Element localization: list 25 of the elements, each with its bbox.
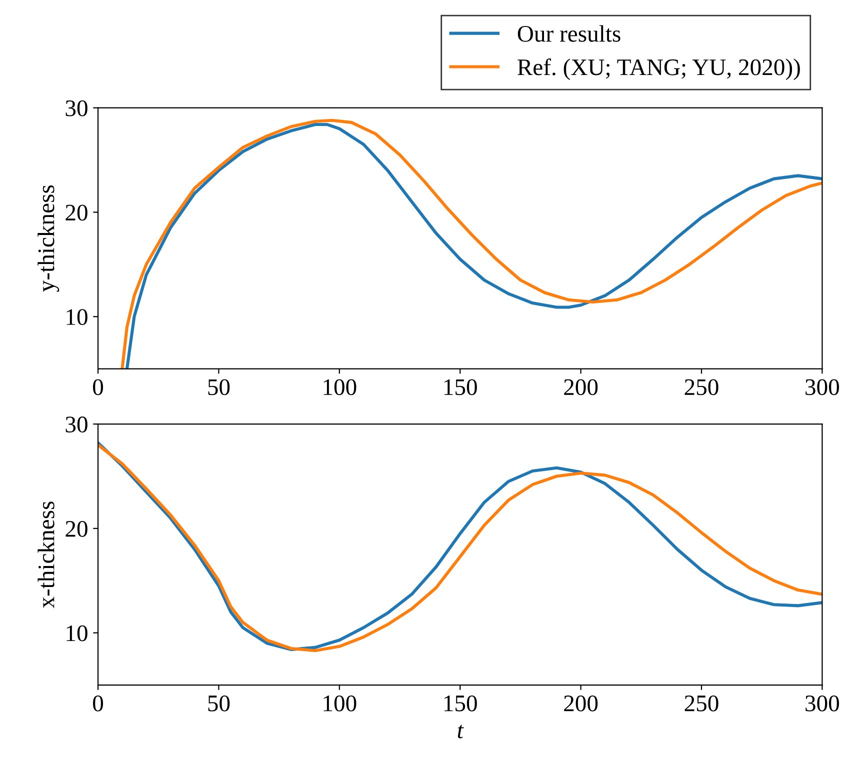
y-tick-label: 10 [66,309,88,326]
x-axis-title: t [458,724,464,738]
x-tick-label: 0 [93,379,104,396]
x-tick-label: 100 [324,695,356,712]
x-tick-label: 200 [564,379,598,396]
y-tick-label: 20 [66,520,88,537]
x-tick-label: 250 [684,695,718,712]
legend-label: Ref. (XU; TANG; YU, 2020)) [518,58,800,80]
x-tick-label: 150 [444,379,477,396]
y-tick-label: 30 [66,416,88,432]
y-axis-title: x-thickness [38,502,54,608]
x-tick-label: 150 [444,695,477,712]
y-tick-label: 20 [66,204,88,221]
x-tick-label: 50 [208,379,230,396]
y-tick-label: 10 [66,625,88,642]
legend-label: Our results [518,25,620,42]
x-tick-label: 0 [93,695,104,712]
y-axis-title: y-thickness [38,185,60,292]
x-tick-label: 250 [684,379,718,396]
x-tick-label: 200 [564,695,598,712]
y-tick-label: 30 [66,100,88,116]
x-tick-label: 300 [806,695,839,712]
x-tick-label: 100 [324,379,356,396]
x-tick-label: 50 [208,695,230,712]
x-tick-label: 300 [806,379,839,396]
